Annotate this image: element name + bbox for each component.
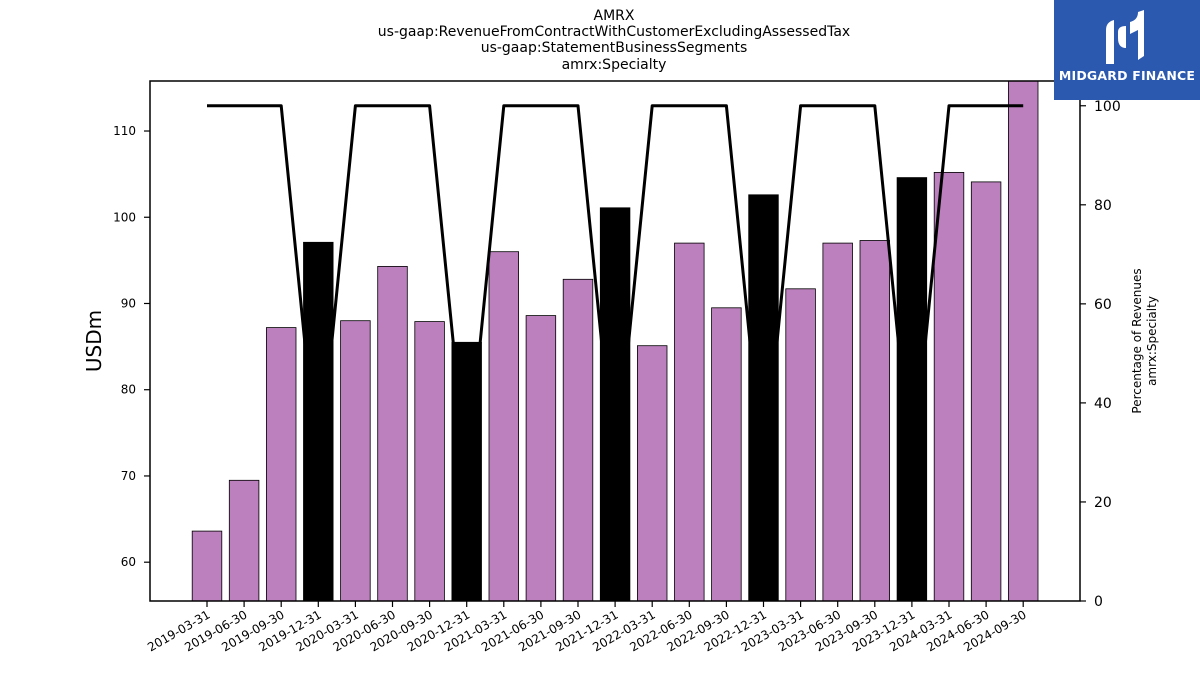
- bar-2022-06-30: [674, 242, 705, 602]
- bar-2023-12-31: [896, 177, 928, 602]
- bar-2021-09-30: [562, 278, 594, 602]
- bar-2019-12-31: [303, 241, 334, 602]
- y2-tick-label: 60: [1094, 297, 1112, 313]
- y-tick-label: 80: [121, 383, 136, 397]
- title-line-3: us-gaap:StatementBusinessSegments: [481, 40, 748, 56]
- y-tick-label: 70: [121, 469, 136, 483]
- bar-2024-09-30: [1008, 80, 1039, 602]
- y-tick-label: 100: [113, 210, 136, 224]
- bar-2022-09-30: [711, 307, 742, 602]
- bar-2021-06-30: [525, 315, 557, 602]
- bar-2019-03-31: [191, 530, 223, 602]
- y2-tick-label: 0: [1094, 594, 1103, 610]
- bar-2024-06-30: [970, 181, 1002, 602]
- bar-2023-09-30: [859, 240, 891, 602]
- bar-2023-06-30: [822, 242, 853, 602]
- line-series: [207, 104, 1024, 479]
- y-tick-label: 90: [121, 296, 136, 310]
- midgard-finance-logo: MIDGARD FINANCE: [1054, 0, 1200, 100]
- y2-tick-label: 40: [1094, 396, 1112, 412]
- logo-mark-icon: [1106, 10, 1144, 64]
- y2-axis-label-line-1: Percentage of Revenues: [1130, 268, 1144, 413]
- bar-2022-03-31: [637, 345, 668, 602]
- bar-2022-12-31: [748, 194, 779, 602]
- y2-tick-label: 100: [1094, 99, 1121, 115]
- bar-2020-06-30: [377, 265, 408, 602]
- bar-2021-03-31: [488, 251, 520, 602]
- title-line-1: AMRX: [594, 8, 635, 24]
- chart-title: AMRX us-gaap:RevenueFromContractWithCust…: [378, 8, 850, 73]
- y-tick-label: 110: [113, 124, 136, 138]
- bar-2024-03-31: [933, 171, 965, 602]
- title-line-2: us-gaap:RevenueFromContractWithCustomerE…: [378, 24, 850, 40]
- bar-2020-09-30: [414, 321, 445, 602]
- title-line-4: amrx:Specialty: [562, 57, 667, 73]
- percentage-line: [207, 104, 1024, 479]
- y-axis-label: USDm: [82, 310, 106, 372]
- bar-2021-12-31: [599, 207, 631, 602]
- y2-axis-label-line-2: amrx:Specialty: [1145, 296, 1159, 386]
- y2-tick-label: 80: [1094, 198, 1112, 214]
- bar-2019-06-30: [228, 479, 260, 602]
- bar-2019-09-30: [265, 327, 297, 602]
- bar-series: [191, 80, 1039, 602]
- logo-text: MIDGARD FINANCE: [1058, 68, 1196, 83]
- bar-2020-03-31: [340, 320, 371, 602]
- y-tick-label: 60: [121, 555, 136, 569]
- y2-tick-label: 20: [1094, 495, 1112, 511]
- bar-2023-03-31: [785, 288, 816, 602]
